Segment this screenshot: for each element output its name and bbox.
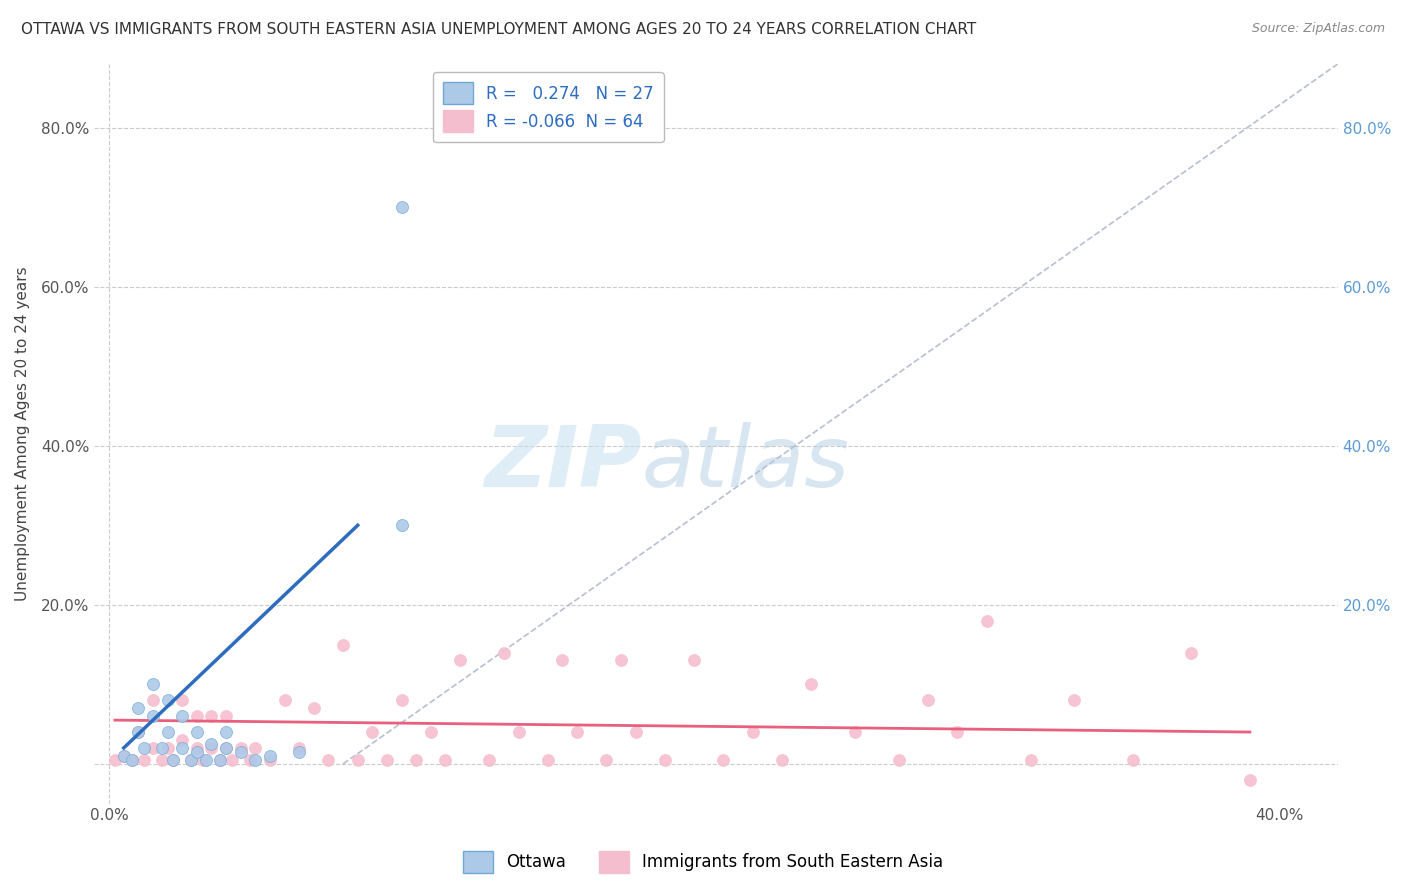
Point xyxy=(162,753,184,767)
Point xyxy=(654,753,676,767)
Point xyxy=(273,693,295,707)
Point xyxy=(288,745,311,759)
Legend: Ottawa, Immigrants from South Eastern Asia: Ottawa, Immigrants from South Eastern As… xyxy=(456,845,950,880)
Point xyxy=(946,725,969,739)
Point xyxy=(565,725,588,739)
Point xyxy=(478,753,501,767)
Point xyxy=(405,753,427,767)
Point xyxy=(142,693,165,707)
Point xyxy=(172,709,194,723)
Point xyxy=(711,753,734,767)
Point xyxy=(245,753,267,767)
Point xyxy=(595,753,617,767)
Point xyxy=(449,653,471,667)
Point xyxy=(683,653,706,667)
Point xyxy=(134,741,156,756)
Point xyxy=(434,753,457,767)
Point xyxy=(259,753,281,767)
Point xyxy=(121,753,143,767)
Point xyxy=(332,638,354,652)
Point xyxy=(127,725,149,739)
Point xyxy=(259,748,281,763)
Point xyxy=(209,753,232,767)
Point xyxy=(419,725,441,739)
Point xyxy=(245,741,267,756)
Point xyxy=(186,709,208,723)
Point xyxy=(150,753,173,767)
Text: OTTAWA VS IMMIGRANTS FROM SOUTH EASTERN ASIA UNEMPLOYMENT AMONG AGES 20 TO 24 YE: OTTAWA VS IMMIGRANTS FROM SOUTH EASTERN … xyxy=(21,22,976,37)
Point xyxy=(142,741,165,756)
Point xyxy=(156,693,179,707)
Point xyxy=(1180,646,1202,660)
Point xyxy=(112,748,135,763)
Point xyxy=(186,745,208,759)
Text: Source: ZipAtlas.com: Source: ZipAtlas.com xyxy=(1251,22,1385,36)
Point xyxy=(121,753,143,767)
Point xyxy=(215,725,238,739)
Point xyxy=(391,200,413,214)
Point xyxy=(391,693,413,707)
Point xyxy=(200,741,222,756)
Point xyxy=(1122,753,1144,767)
Point xyxy=(221,753,243,767)
Point xyxy=(229,741,252,756)
Point xyxy=(180,753,202,767)
Point xyxy=(844,725,866,739)
Point xyxy=(186,741,208,756)
Text: atlas: atlas xyxy=(641,422,849,505)
Point xyxy=(172,693,194,707)
Point xyxy=(917,693,939,707)
Point xyxy=(976,614,998,628)
Point xyxy=(112,748,135,763)
Point xyxy=(200,709,222,723)
Point xyxy=(610,653,633,667)
Point xyxy=(288,741,311,756)
Point xyxy=(1063,693,1085,707)
Y-axis label: Unemployment Among Ages 20 to 24 years: Unemployment Among Ages 20 to 24 years xyxy=(15,267,30,601)
Point xyxy=(191,753,214,767)
Point xyxy=(186,725,208,739)
Point xyxy=(302,701,325,715)
Point xyxy=(551,653,574,667)
Point xyxy=(770,753,793,767)
Point xyxy=(346,753,368,767)
Text: ZIP: ZIP xyxy=(484,422,641,505)
Point xyxy=(741,725,763,739)
Point xyxy=(229,745,252,759)
Point xyxy=(172,733,194,747)
Point xyxy=(156,741,179,756)
Point xyxy=(180,753,202,767)
Point xyxy=(127,725,149,739)
Point xyxy=(194,753,217,767)
Point xyxy=(142,709,165,723)
Point xyxy=(492,646,515,660)
Point xyxy=(142,677,165,691)
Point xyxy=(624,725,647,739)
Point xyxy=(209,753,232,767)
Point xyxy=(238,753,260,767)
Point xyxy=(150,741,173,756)
Point xyxy=(215,741,238,756)
Point xyxy=(375,753,398,767)
Point xyxy=(134,753,156,767)
Point xyxy=(215,741,238,756)
Point xyxy=(1019,753,1042,767)
Point xyxy=(127,701,149,715)
Point xyxy=(215,709,238,723)
Point xyxy=(172,741,194,756)
Point xyxy=(104,753,127,767)
Point xyxy=(156,725,179,739)
Point xyxy=(162,753,184,767)
Point xyxy=(537,753,560,767)
Point xyxy=(391,518,413,533)
Point xyxy=(200,737,222,751)
Legend: R =   0.274   N = 27, R = -0.066  N = 64: R = 0.274 N = 27, R = -0.066 N = 64 xyxy=(433,72,664,142)
Point xyxy=(887,753,910,767)
Point xyxy=(1239,772,1261,787)
Point xyxy=(800,677,823,691)
Point xyxy=(508,725,530,739)
Point xyxy=(318,753,340,767)
Point xyxy=(361,725,384,739)
